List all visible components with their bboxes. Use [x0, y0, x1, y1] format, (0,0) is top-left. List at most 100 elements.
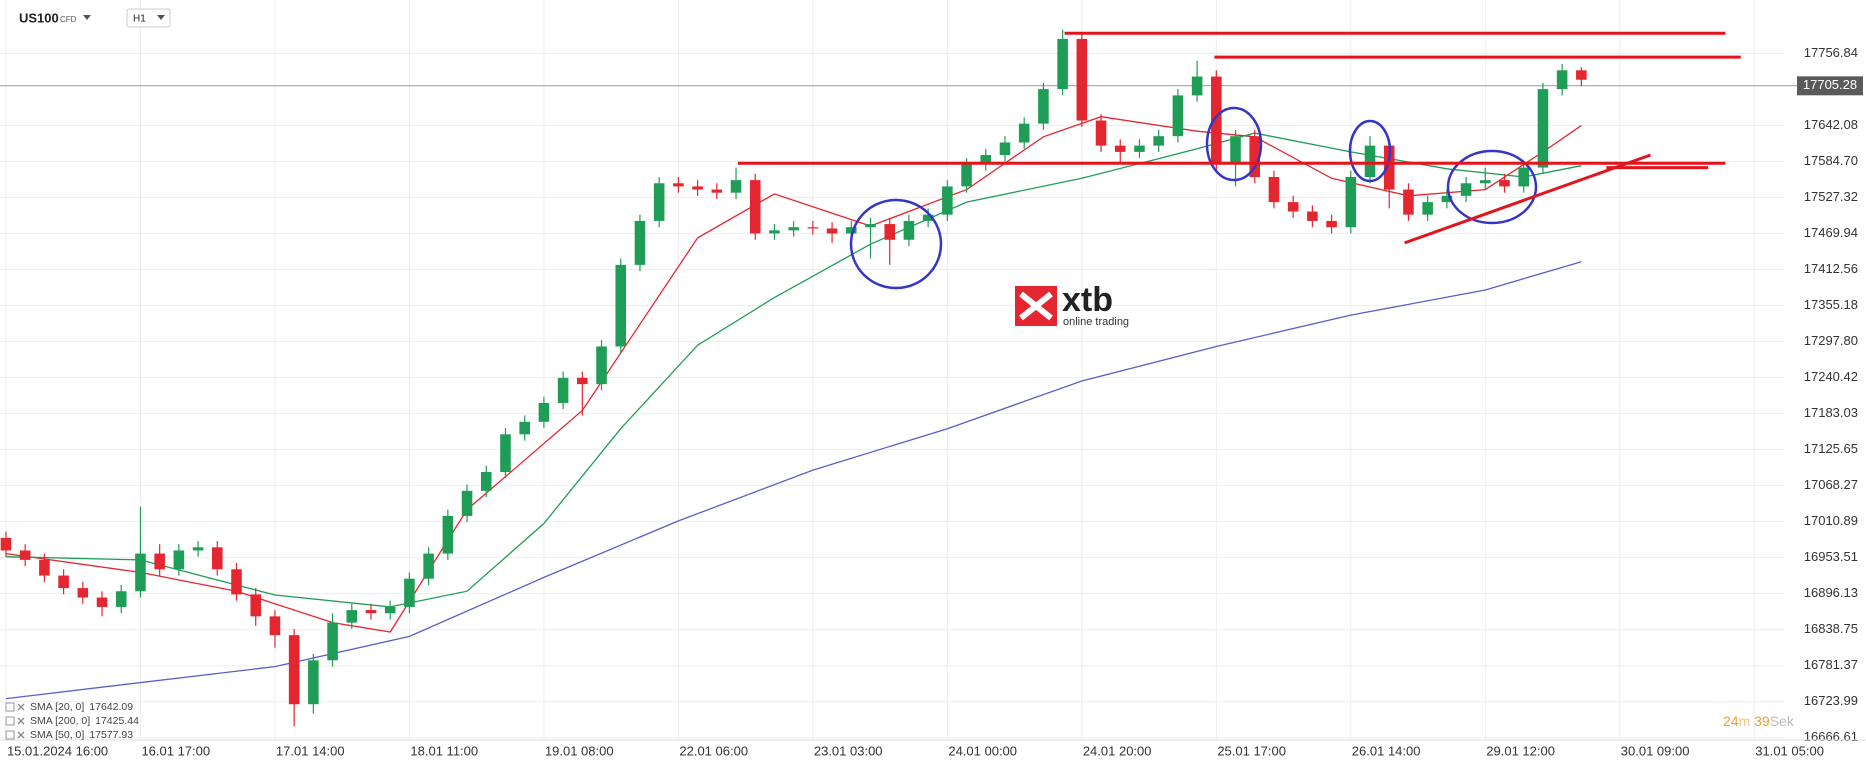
candle-body	[461, 490, 473, 516]
y-tick-label: 16723.99	[1804, 693, 1858, 708]
y-tick-label: 17240.42	[1804, 369, 1858, 384]
candle-body	[58, 575, 69, 589]
axes: 17756.84 17642.08 17584.70 17527.32 17469.94…	[0, 45, 1866, 758]
timer-part: m	[1739, 713, 1751, 729]
sma-line	[5, 261, 1582, 700]
y-tick-label: 16838.75	[1804, 621, 1858, 636]
candle-body	[922, 214, 934, 221]
candle-body	[308, 660, 319, 705]
candle-body	[999, 142, 1011, 156]
candle-body	[769, 230, 780, 234]
candle-body	[1383, 145, 1395, 190]
y-tick-label: 16896.13	[1804, 585, 1858, 600]
candle-body	[19, 550, 31, 560]
candle-body	[1172, 95, 1184, 137]
annotation-ellipse	[1205, 106, 1263, 182]
y-tick-label: 17010.89	[1804, 513, 1858, 528]
candle-body	[1364, 145, 1376, 177]
candle-body	[0, 537, 12, 551]
y-tick-label: 17642.08	[1804, 117, 1858, 132]
candle-body	[1287, 202, 1299, 212]
legend-icon	[17, 717, 25, 725]
candle-body	[1057, 38, 1068, 90]
candle-body	[653, 183, 665, 221]
annotation-ellipse	[849, 198, 943, 290]
timeframe[interactable]: H1	[133, 14, 146, 25]
logo-x	[1019, 291, 1053, 321]
candle-body	[1114, 145, 1126, 152]
candle-body	[135, 553, 146, 592]
candle-body	[115, 591, 127, 607]
candle-body	[173, 550, 185, 570]
candle-body	[596, 346, 607, 385]
candle-body	[846, 227, 857, 234]
candle-body	[615, 264, 627, 347]
brand: xtb	[1062, 281, 1113, 319]
legend-icon	[17, 731, 25, 739]
x-tick-label: 17.01 14:00	[276, 743, 345, 758]
x-tick-label: 26.01 14:00	[1352, 743, 1421, 758]
dropdown-arrow[interactable]	[157, 15, 165, 20]
candle-body	[346, 610, 358, 623]
candle-body	[327, 622, 338, 661]
candle-body	[1153, 136, 1164, 146]
dropdown-arrow[interactable]	[83, 15, 91, 20]
instrument[interactable]: US100	[19, 10, 59, 25]
candle-body	[884, 224, 895, 240]
candle-body	[480, 471, 492, 491]
candle-body	[673, 183, 684, 187]
x-tick-label: 29.01 12:00	[1486, 743, 1555, 758]
y-tick-label: 17297.80	[1804, 333, 1858, 348]
candle-body	[365, 610, 377, 614]
x-tick-label: 30.01 09:00	[1621, 743, 1690, 758]
candle-body	[288, 635, 300, 705]
candle-body	[1038, 89, 1049, 124]
y-tick-label: 17183.03	[1804, 405, 1858, 420]
candle-body	[500, 434, 511, 472]
legend-entry[interactable]: SMA [50, 0] 17577.93	[30, 729, 133, 741]
candle-body	[1134, 145, 1145, 152]
candle-body	[1460, 183, 1472, 196]
candles	[0, 29, 1587, 727]
y-tick-label: 17068.27	[1804, 477, 1858, 492]
candle-body	[423, 553, 434, 579]
drawings	[737, 31, 1741, 290]
trend-line	[1404, 153, 1652, 245]
timer: 24m 39Sek	[1723, 713, 1795, 729]
current-price-box	[1797, 76, 1863, 96]
legend-entry[interactable]: SMA [20, 0] 17642.09	[30, 701, 133, 713]
candle-body	[865, 224, 876, 228]
candle-body	[1191, 76, 1203, 96]
x-tick-label: 22.01 06:00	[679, 743, 748, 758]
candle-body	[1018, 123, 1030, 143]
y-tick-label: 16953.51	[1804, 549, 1858, 564]
candle-body	[442, 515, 454, 554]
candle-body	[192, 547, 204, 551]
x-tick-label: 25.01 17:00	[1217, 743, 1286, 758]
y-tick-label: 16666.61	[1804, 729, 1858, 744]
candle-body	[1576, 70, 1587, 80]
candle-body	[384, 606, 396, 614]
x-tick-label: 19.01 08:00	[545, 743, 614, 758]
candle-body	[807, 227, 819, 229]
grid	[0, 0, 1797, 740]
y-tick-label: 17412.56	[1804, 261, 1858, 276]
legend-icon	[5, 730, 15, 740]
timeframe-box[interactable]	[126, 8, 171, 28]
x-tick-label: 16.01 17:00	[141, 743, 210, 758]
candle-body	[1403, 189, 1414, 215]
legend-name: SMA [20, 0]	[30, 701, 84, 713]
candle-body	[212, 547, 223, 570]
y-tick-label: 17355.18	[1804, 297, 1858, 312]
candle-body	[154, 553, 165, 570]
x-tick-label: 15.01.2024 16:00	[7, 743, 108, 758]
x-tick-label: 31.01 05:00	[1755, 743, 1824, 758]
legend-icon	[5, 702, 15, 712]
candle-body	[577, 377, 588, 385]
instrument-type: CFD	[60, 15, 77, 24]
y-tick-label: 17125.65	[1804, 441, 1858, 456]
legend-name: SMA [200, 0]	[30, 715, 90, 727]
legend-entry[interactable]: SMA [200, 0] 17425.44	[30, 715, 139, 727]
